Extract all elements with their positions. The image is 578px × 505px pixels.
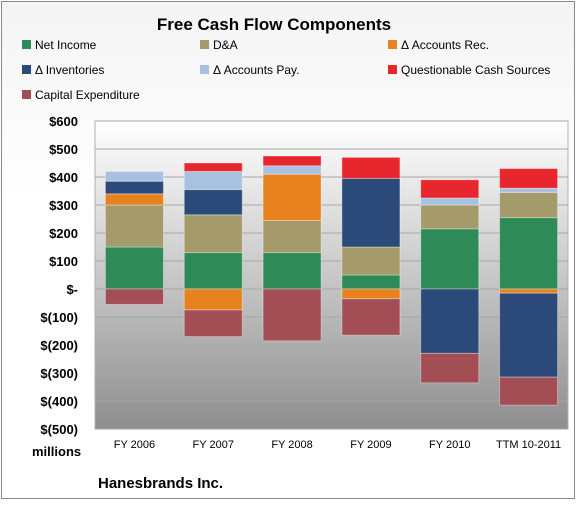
x-tick-label: FY 2010 [429, 439, 470, 451]
bar-segment-questionable-cash-sources [341, 156, 401, 179]
bar-segment-capital-expenditure [104, 288, 164, 305]
gridlines [95, 120, 568, 430]
bar-segment-net-income [499, 217, 559, 290]
bar-segment-capital-expenditure [499, 376, 559, 406]
legend-swatch-accounts-pay [200, 65, 209, 74]
bar-segment-accounts-pay [420, 197, 480, 206]
bar-segment-questionable-cash-sources [262, 155, 322, 167]
bar-segment-accounts-rec [341, 288, 401, 300]
bar-segment-accounts-rec [262, 173, 322, 221]
bar-segment-d-a [341, 246, 401, 276]
x-tick-label: FY 2007 [193, 439, 234, 451]
bar-segment-questionable-cash-sources [183, 162, 243, 172]
bar-segment-inventories [104, 180, 164, 195]
bar-segment-net-income [420, 228, 480, 290]
plot-area [94, 120, 569, 430]
bar-segment-inventories [420, 288, 480, 354]
legend-swatch-capital-expenditure [22, 90, 31, 99]
bar-segment-d-a [183, 214, 243, 254]
y-tick-label: $200 [49, 226, 78, 241]
legend-label: D&A [213, 38, 238, 52]
legend-label: Questionable Cash Sources [401, 63, 550, 77]
bar-segment-d-a [104, 204, 164, 248]
x-axis-ticks: FY 2006 FY 2007 FY 2008 FY 2009 FY 2010 TTM 1… [114, 439, 561, 451]
y-tick-label: $600 [49, 114, 78, 129]
legend-label: Capital Expenditure [35, 88, 140, 102]
bar-segment-capital-expenditure [262, 288, 322, 342]
y-tick-label: $- [66, 282, 78, 297]
y-axis-ticks: $600 $500 $400 $300 $200 $100 $- $(100) $(200) $(… [40, 114, 78, 437]
bar-segment-d-a [262, 219, 322, 254]
bar-segment-accounts-pay [183, 170, 243, 191]
y-tick-label: $(200) [40, 338, 78, 353]
y-tick-label: $(400) [40, 394, 78, 409]
chart-legend: Net Income D&A Δ Accounts Rec. Δ Inventorie… [22, 38, 550, 102]
company-name: Hanesbrands Inc. [98, 475, 223, 492]
y-tick-label: $300 [49, 198, 78, 213]
x-tick-label: FY 2009 [350, 439, 391, 451]
bar-segment-inventories [499, 292, 559, 378]
chart-frame: Free Cash Flow Components Net Income D&A Δ… [1, 1, 575, 499]
legend-swatch-inventories [22, 65, 31, 74]
legend-swatch-accounts-rec [388, 40, 397, 49]
bar-segment-accounts-rec [104, 193, 164, 206]
bar-segment-accounts-pay [104, 170, 164, 182]
bar-segment-net-income [104, 246, 164, 290]
bar-segment-capital-expenditure [183, 309, 243, 338]
x-tick-label: TTM 10-2011 [496, 439, 561, 451]
bar-segment-accounts-rec [183, 288, 243, 311]
x-tick-label: FY 2008 [271, 439, 312, 451]
bar-segment-inventories [183, 189, 243, 216]
bar-segment-d-a [420, 204, 480, 230]
chart-title: Free Cash Flow Components [157, 15, 391, 34]
y-tick-label: $400 [49, 170, 78, 185]
y-tick-label: $(100) [40, 310, 78, 325]
units-label: millions [32, 444, 81, 459]
legend-label: Δ Inventories [35, 63, 104, 77]
y-tick-label: $100 [49, 254, 78, 269]
bar-segment-accounts-pay [262, 165, 322, 175]
bar-segment-net-income [183, 252, 243, 290]
legend-label: Δ Accounts Rec. [401, 38, 489, 52]
bars [104, 155, 559, 406]
legend-label: Δ Accounts Pay. [213, 63, 300, 77]
legend-label: Net Income [35, 38, 97, 52]
bar-segment-accounts-pay [499, 187, 559, 193]
bar-segment-net-income [262, 252, 322, 290]
bar-segment-capital-expenditure [341, 298, 401, 336]
bar-segment-net-income [341, 274, 401, 290]
y-tick-label: $(500) [40, 422, 78, 437]
bar-segment-questionable-cash-sources [499, 168, 559, 189]
chart-svg: Free Cash Flow Components Net Income D&A Δ… [22, 15, 569, 492]
legend-swatch-net-income [22, 40, 31, 49]
y-tick-label: $500 [49, 142, 78, 157]
bar-segment-inventories [341, 177, 401, 248]
x-tick-label: FY 2006 [114, 439, 155, 451]
bar-segment-questionable-cash-sources [420, 179, 480, 199]
bar-segment-capital-expenditure [420, 352, 480, 384]
y-tick-label: $(300) [40, 366, 78, 381]
legend-swatch-d-a [200, 40, 209, 49]
bar-segment-d-a [499, 191, 559, 219]
legend-swatch-questionable-cash-sources [388, 65, 397, 74]
bar-segment-accounts-rec [499, 288, 559, 294]
